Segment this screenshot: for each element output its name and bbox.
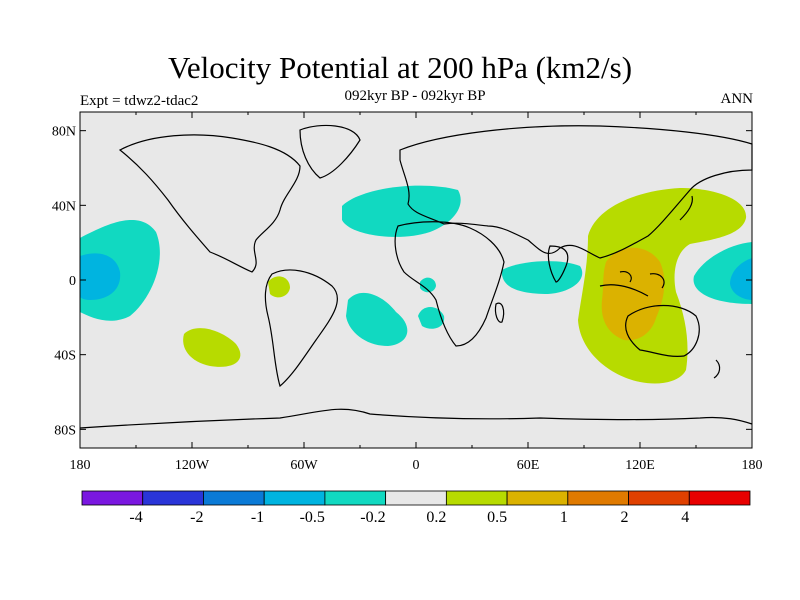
colorbar-swatch — [324, 490, 387, 506]
colorbar-swatch — [203, 490, 265, 506]
lat-tick-label: 0 — [69, 274, 76, 289]
map-subtitle: 092kyr BP - 092kyr BP — [344, 88, 486, 104]
coast-new-zealand — [713, 359, 721, 379]
lon-tick-label: 60E — [517, 458, 540, 473]
colorbar-label: -0.2 — [360, 509, 385, 526]
anomaly-core-east-pacific — [730, 258, 752, 300]
lon-tick-label: 120E — [625, 458, 655, 473]
colorbar-label: -4 — [129, 509, 142, 526]
colorbar-label: 0.5 — [487, 509, 507, 526]
coastlines — [79, 124, 753, 429]
colorbar-swatch — [385, 490, 447, 506]
anomaly-negative-south-africa — [418, 307, 445, 329]
colorbar-label: -1 — [251, 509, 264, 526]
coast-japan — [679, 195, 693, 221]
season-label: ANN — [720, 91, 754, 107]
colorbar-swatch — [263, 490, 326, 506]
colorbar-label: 4 — [681, 509, 689, 526]
map-title: Velocity Potential at 200 hPa (km2/s) — [167, 50, 633, 85]
colorbar-label: 2 — [621, 509, 629, 526]
anomaly-negative-indian-ocean — [501, 261, 583, 294]
anomaly-negative-south-atlantic — [346, 292, 408, 346]
colorbar-swatch — [142, 490, 204, 506]
lon-tick-label: 180 — [70, 458, 91, 473]
anomaly-negative-north-atlantic — [342, 185, 461, 237]
coast-antarctica — [79, 408, 753, 429]
anomaly-negative-west-africa — [420, 277, 436, 293]
anomaly-positive-south-america — [268, 276, 290, 298]
lat-tick-label: 80S — [54, 423, 76, 438]
lon-tick-label: 180 — [742, 458, 763, 473]
lat-tick-label: 40N — [52, 199, 76, 214]
colorbar-swatch — [81, 490, 144, 506]
experiment-label: Expt = tdwz2-tdac2 — [80, 93, 199, 109]
anomaly-core-maritime-continent — [601, 247, 665, 341]
colorbar-label: 1 — [560, 509, 568, 526]
colorbar-swatch — [567, 490, 629, 506]
anomaly-fields — [80, 185, 752, 384]
lon-tick-label: 60W — [290, 458, 318, 473]
coast-africa — [394, 221, 505, 347]
lat-axis: 80N 40N 0 40S 80S — [52, 125, 752, 438]
colorbar-label: 0.2 — [426, 509, 446, 526]
coast-north-america — [118, 134, 301, 273]
colorbar-swatch — [628, 490, 690, 506]
coast-south-america — [264, 269, 338, 388]
colorbar-swatch — [445, 490, 508, 506]
lon-tick-label: 120W — [175, 458, 210, 473]
lon-tick-label: 0 — [413, 458, 420, 473]
coast-india — [547, 245, 569, 283]
lat-tick-label: 80N — [52, 125, 76, 140]
coast-eurasia — [399, 125, 753, 259]
colorbar-label: -2 — [190, 509, 203, 526]
coast-indonesia — [599, 271, 665, 297]
anomaly-positive-south-pacific — [183, 328, 241, 367]
colorbar: -4 -2 -1 -0.5 -0.2 0.2 0.5 1 2 4 — [81, 490, 751, 526]
colorbar-swatch — [506, 490, 569, 506]
lat-tick-label: 40S — [54, 349, 76, 364]
coast-greenland — [299, 124, 361, 179]
anomaly-core-central-pacific — [80, 253, 121, 300]
coast-australia — [625, 305, 700, 357]
colorbar-swatch — [688, 490, 751, 506]
lon-axis: 180 120W 60W 0 60E 120E 180 — [70, 112, 763, 473]
colorbar-label: -0.5 — [300, 509, 325, 526]
coast-madagascar — [494, 302, 505, 323]
